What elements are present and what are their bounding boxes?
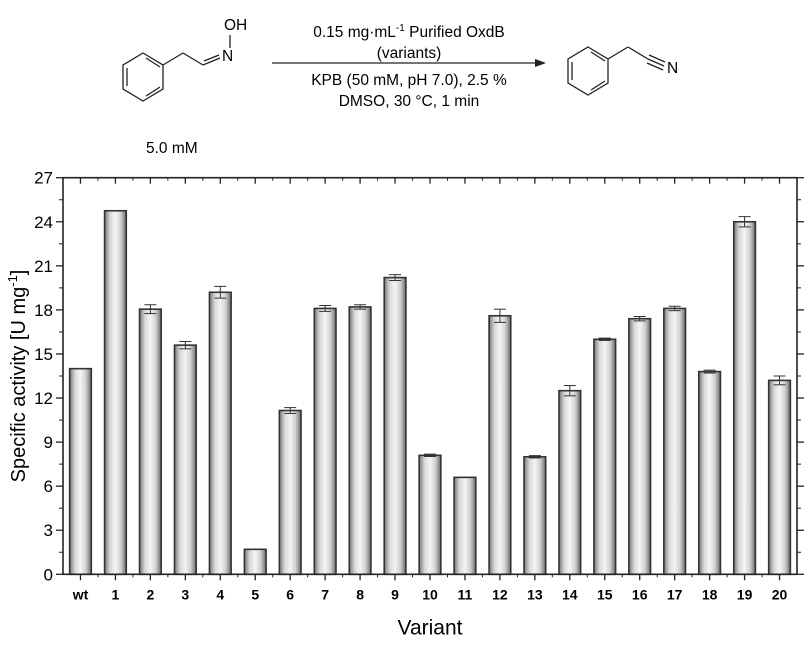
reaction-scheme: OH N N 0.15 mg·mL-1 Purified OxdB (varia… [0,0,805,165]
x-tick-label: 10 [422,586,438,602]
bar-20 [767,379,792,576]
y-tick-label: 6 [44,477,53,496]
y-tick-label: 24 [34,213,53,232]
x-tick-label: 19 [737,586,753,602]
conditions-above: 0.15 mg·mL-1 Purified OxdB (variants) [313,23,505,63]
y-tick-label: 0 [44,565,53,584]
bar-1 [103,209,128,576]
bar-chart: wt 1 2 3 4 5 6 7 8 9 10 11 12 13 14 15 16 17 18 19 20 0 3 6 9 12 1… [0,160,805,640]
substrate-structure [122,35,231,102]
x-tick-label: 14 [562,586,578,602]
y-tick-label: 21 [34,257,53,276]
bar-13 [523,455,547,576]
x-tick-label: 18 [702,586,718,602]
reaction-structures [122,35,666,102]
hydroxyl-label: OH [224,17,248,34]
bar-14 [558,389,582,576]
x-tick-label: 6 [286,586,294,602]
x-tick-label: 1 [112,586,120,602]
x-tick-label: wt [72,586,89,602]
product-structure [567,46,666,96]
bar-10 [418,454,442,576]
x-tick-label: 16 [632,586,648,602]
bar-11 [453,476,477,576]
y-axis-label: Specific activity [U mg-1] [5,270,30,483]
bars-group [68,209,792,576]
x-tick-label: 17 [667,586,683,602]
x-tick-label: 12 [492,586,508,602]
bar-wt [68,367,93,576]
bar-8 [348,306,372,576]
x-axis-label: Variant [398,616,463,639]
bar-16 [628,317,652,576]
bar-5 [243,548,267,576]
y-tick-label: 27 [34,169,53,188]
bar-7 [313,307,337,576]
x-tick-label: 2 [146,586,154,602]
conditions-below: KPB (50 mM, pH 7.0), 2.5 % DMSO, 30 °C, … [311,72,507,110]
bar-3 [173,344,197,576]
nitrogen-label: N [222,48,234,65]
bar-2 [138,308,163,576]
bar-6 [278,409,302,576]
chart-canvas: wt 1 2 3 4 5 6 7 8 9 10 11 12 13 14 15 16 17 18 19 200369121… [5,169,804,639]
nitrile-n-label: N [667,60,679,77]
x-tick-label: 9 [391,586,399,602]
x-tick-label: 15 [597,586,613,602]
bar-19 [732,220,757,576]
bar-17 [663,307,687,576]
y-tick-label: 15 [34,345,53,364]
bar-4 [208,291,232,576]
substrate-concentration: 5.0 mM [146,140,198,157]
x-tick-label: 20 [772,586,788,602]
y-tick-label: 3 [44,521,53,540]
x-tick-label: 13 [527,586,543,602]
y-tick-label: 18 [34,301,53,320]
y-tick-label: 9 [44,433,53,452]
x-tick-label: 4 [216,586,224,602]
bar-15 [593,338,617,576]
x-tick-label: 3 [181,586,189,602]
x-tick-label: 11 [458,586,473,602]
x-tick-label: 7 [321,586,329,602]
x-tick-label: 5 [251,586,259,602]
bar-9 [383,276,407,576]
y-tick-label: 12 [34,389,53,408]
x-tick-label: 8 [356,586,364,602]
bar-12 [488,314,512,576]
axes-group: wt 1 2 3 4 5 6 7 8 9 10 11 12 13 14 15 16 17 18 19 200369121… [5,169,804,639]
bar-18 [697,370,722,576]
